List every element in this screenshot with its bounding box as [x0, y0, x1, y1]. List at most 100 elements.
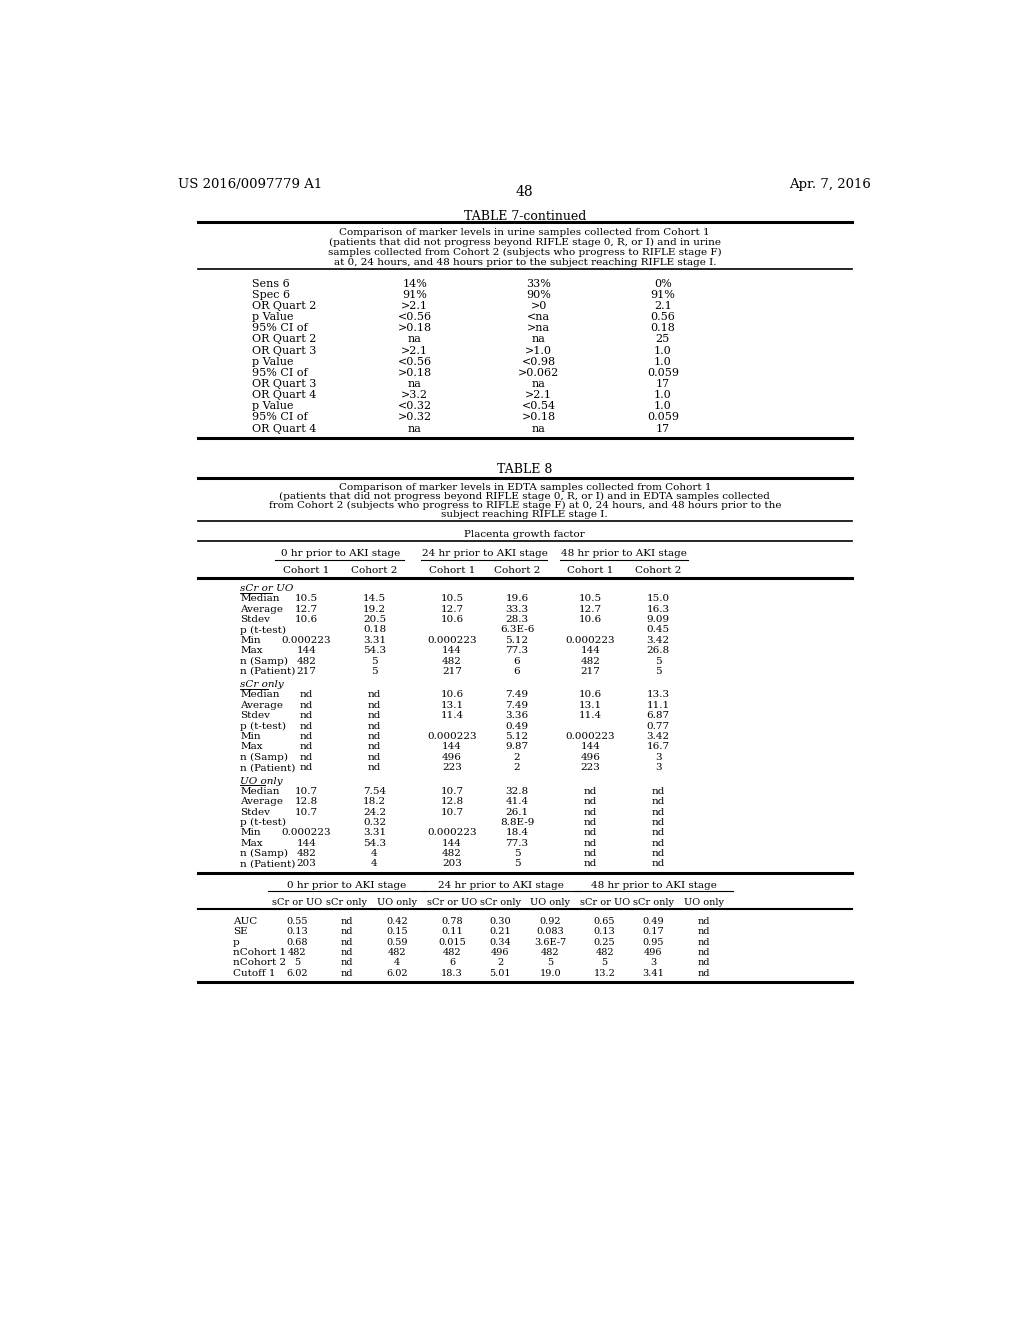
Text: 0.059: 0.059 — [647, 412, 679, 422]
Text: 10.7: 10.7 — [440, 787, 464, 796]
Text: 0.95: 0.95 — [643, 937, 665, 946]
Text: 24 hr prior to AKI stage: 24 hr prior to AKI stage — [422, 549, 548, 558]
Text: nd: nd — [340, 927, 353, 936]
Text: Max: Max — [241, 742, 263, 751]
Text: na: na — [531, 424, 546, 434]
Text: 482: 482 — [442, 948, 461, 957]
Text: 0.13: 0.13 — [286, 927, 308, 936]
Text: Max: Max — [241, 838, 263, 847]
Text: (patients that did not progress beyond RIFLE stage 0, R, or I) and in EDTA sampl: (patients that did not progress beyond R… — [280, 492, 770, 500]
Text: 19.2: 19.2 — [362, 605, 386, 614]
Text: nd: nd — [300, 733, 313, 741]
Text: 0.68: 0.68 — [286, 937, 307, 946]
Text: 144: 144 — [442, 838, 462, 847]
Text: nd: nd — [368, 711, 381, 721]
Text: 13.3: 13.3 — [646, 690, 670, 700]
Text: 24.2: 24.2 — [362, 808, 386, 817]
Text: UO only: UO only — [377, 898, 417, 907]
Text: 26.1: 26.1 — [506, 808, 528, 817]
Text: 10.6: 10.6 — [295, 615, 317, 624]
Text: 0.32: 0.32 — [362, 818, 386, 826]
Text: 0.59: 0.59 — [386, 937, 408, 946]
Text: nd: nd — [697, 969, 710, 978]
Text: Apr. 7, 2016: Apr. 7, 2016 — [790, 178, 871, 190]
Text: 0.083: 0.083 — [537, 927, 564, 936]
Text: 5: 5 — [654, 667, 662, 676]
Text: 0.015: 0.015 — [438, 937, 466, 946]
Text: 0.17: 0.17 — [643, 927, 665, 936]
Text: 0.78: 0.78 — [441, 917, 463, 925]
Text: n (Samp): n (Samp) — [241, 849, 289, 858]
Text: 3: 3 — [654, 752, 662, 762]
Text: 95% CI of: 95% CI of — [252, 412, 307, 422]
Text: 4: 4 — [371, 859, 378, 869]
Text: 0.21: 0.21 — [489, 927, 511, 936]
Text: >0.18: >0.18 — [397, 323, 432, 333]
Text: 10.5: 10.5 — [580, 594, 602, 603]
Text: nd: nd — [584, 859, 597, 869]
Text: 144: 144 — [581, 742, 601, 751]
Text: (patients that did not progress beyond RIFLE stage 0, R, or I) and in urine: (patients that did not progress beyond R… — [329, 238, 721, 247]
Text: 14%: 14% — [402, 279, 427, 289]
Text: 5: 5 — [371, 656, 378, 665]
Text: 6.87: 6.87 — [646, 711, 670, 721]
Text: n (Patient): n (Patient) — [241, 667, 296, 676]
Text: 16.7: 16.7 — [646, 742, 670, 751]
Text: >1.0: >1.0 — [525, 346, 552, 355]
Text: 18.4: 18.4 — [506, 829, 528, 837]
Text: Median: Median — [241, 594, 280, 603]
Text: 482: 482 — [442, 656, 462, 665]
Text: OR Quart 2: OR Quart 2 — [252, 334, 316, 345]
Text: 0.18: 0.18 — [650, 323, 675, 333]
Text: 5: 5 — [547, 958, 553, 968]
Text: nd: nd — [651, 808, 665, 817]
Text: 0.65: 0.65 — [594, 917, 615, 925]
Text: <0.56: <0.56 — [397, 356, 432, 367]
Text: 0.11: 0.11 — [441, 927, 463, 936]
Text: nd: nd — [697, 948, 710, 957]
Text: 9.09: 9.09 — [646, 615, 670, 624]
Text: 32.8: 32.8 — [506, 787, 528, 796]
Text: 0.000223: 0.000223 — [566, 636, 615, 644]
Text: 496: 496 — [581, 752, 601, 762]
Text: 6.3E-6: 6.3E-6 — [500, 626, 535, 635]
Text: n (Samp): n (Samp) — [241, 656, 289, 665]
Text: 10.7: 10.7 — [440, 808, 464, 817]
Text: 10.5: 10.5 — [440, 594, 464, 603]
Text: 6: 6 — [514, 656, 520, 665]
Text: >0.32: >0.32 — [397, 412, 432, 422]
Text: 20.5: 20.5 — [362, 615, 386, 624]
Text: p (t-test): p (t-test) — [241, 722, 287, 731]
Text: 144: 144 — [442, 742, 462, 751]
Text: 0.000223: 0.000223 — [566, 733, 615, 741]
Text: Cohort 2: Cohort 2 — [635, 566, 681, 574]
Text: nd: nd — [340, 969, 353, 978]
Text: nd: nd — [368, 733, 381, 741]
Text: <0.54: <0.54 — [521, 401, 556, 412]
Text: AUC: AUC — [232, 917, 257, 925]
Text: nCohort 2: nCohort 2 — [232, 958, 286, 968]
Text: <na: <na — [527, 312, 550, 322]
Text: 0.49: 0.49 — [506, 722, 528, 731]
Text: 0.15: 0.15 — [386, 927, 408, 936]
Text: p: p — [232, 937, 240, 946]
Text: nd: nd — [584, 838, 597, 847]
Text: nd: nd — [651, 838, 665, 847]
Text: 8.8E-9: 8.8E-9 — [500, 818, 535, 826]
Text: UO only: UO only — [530, 898, 570, 907]
Text: 3.42: 3.42 — [646, 636, 670, 644]
Text: from Cohort 2 (subjects who progress to RIFLE stage F) at 0, 24 hours, and 48 ho: from Cohort 2 (subjects who progress to … — [268, 502, 781, 510]
Text: 223: 223 — [442, 763, 462, 772]
Text: 10.6: 10.6 — [440, 615, 464, 624]
Text: 5: 5 — [514, 859, 520, 869]
Text: 11.4: 11.4 — [440, 711, 464, 721]
Text: 5.01: 5.01 — [489, 969, 511, 978]
Text: Average: Average — [241, 797, 284, 807]
Text: Min: Min — [241, 829, 261, 837]
Text: nd: nd — [584, 797, 597, 807]
Text: >2.1: >2.1 — [401, 301, 428, 310]
Text: 10.6: 10.6 — [580, 690, 602, 700]
Text: 0.25: 0.25 — [594, 937, 615, 946]
Text: 482: 482 — [288, 948, 306, 957]
Text: 0.000223: 0.000223 — [427, 829, 477, 837]
